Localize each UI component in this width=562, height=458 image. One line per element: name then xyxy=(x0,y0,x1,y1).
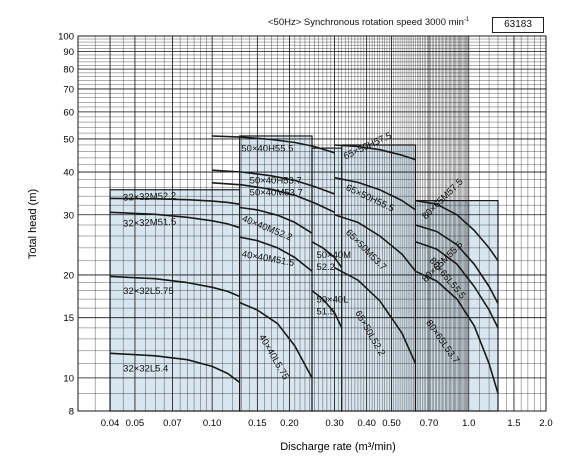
series-curve xyxy=(110,211,240,229)
x-tick-label: 0.20 xyxy=(280,418,299,429)
curve-label: 51.5 xyxy=(316,307,335,318)
curve-label: 52.2 xyxy=(316,262,335,273)
curve-label: 32×32L5.75 xyxy=(123,286,173,297)
series-curve xyxy=(239,301,313,379)
y-tick-label: 30 xyxy=(63,210,74,221)
curve-label: 50×40M53.7 xyxy=(250,187,303,198)
series-curve xyxy=(110,275,241,298)
series-curve xyxy=(415,199,499,262)
curve-label: 32×32M52.2 xyxy=(123,191,176,204)
series-curve xyxy=(212,169,335,195)
x-tick-label: 0.70 xyxy=(420,418,439,429)
x-tick-label: 0.10 xyxy=(203,418,222,429)
y-tick-label: 8 xyxy=(69,407,74,418)
curve-label: 50×40H55.5 xyxy=(241,143,293,154)
y-tick-labels: 8 10 15 20 30 40 50 60 70 80 90 100 xyxy=(58,32,74,418)
plot-border xyxy=(77,35,547,412)
x-tick-label: 0.07 xyxy=(163,418,182,429)
x-tick-label: 0.50 xyxy=(382,418,401,429)
series-curve xyxy=(415,270,499,394)
curve-label: 32×32L5.4 xyxy=(123,363,168,374)
series-curve xyxy=(311,289,343,329)
series-curve xyxy=(334,144,416,161)
curve-label: 32×32M51.5 xyxy=(123,217,176,230)
chart-subtitle: <50Hz> Synchronous rotation speed 3000 m… xyxy=(268,17,470,28)
curve-label: 50×40L xyxy=(316,295,348,306)
y-tick-label: 100 xyxy=(58,32,74,43)
y-tick-label: 90 xyxy=(63,47,74,58)
y-tick-label: 80 xyxy=(63,65,74,76)
y-tick-label: 10 xyxy=(63,373,74,384)
curve-label: 50×40M xyxy=(316,250,351,261)
x-tick-label: 1.0 xyxy=(462,418,475,429)
series-curve xyxy=(239,206,313,234)
series-curve xyxy=(239,236,313,272)
x-tick-labels: 0.04 0.05 0.07 0.10 0.15 0.20 0.30 0.40 0.50 0.70… xyxy=(101,418,553,429)
x-tick-label: 0.15 xyxy=(248,418,267,429)
chart-code-box: 63183 xyxy=(492,17,544,33)
x-tick-label: 1.5 xyxy=(507,418,520,429)
series-curve xyxy=(311,241,343,269)
series-curve xyxy=(415,241,499,329)
x-tick-label: 0.30 xyxy=(325,418,344,429)
y-tick-label: 50 xyxy=(63,134,74,145)
x-axis-label: Discharge rate (m³/min) xyxy=(280,441,396,453)
series-curve xyxy=(212,182,335,214)
performance-curves xyxy=(110,135,499,394)
y-tick-label: 40 xyxy=(63,168,74,179)
series-curve xyxy=(334,266,417,365)
x-tick-label: 0.04 xyxy=(101,418,120,429)
series-curve xyxy=(334,214,417,272)
series-curve xyxy=(212,135,335,154)
series-curve xyxy=(110,197,240,205)
operating-region-1 xyxy=(109,189,241,412)
x-tick-label: 0.40 xyxy=(357,418,376,429)
y-tick-label: 20 xyxy=(63,270,74,281)
y-axis-label: Total head (m) xyxy=(27,189,39,259)
x-tick-label: 0.05 xyxy=(126,418,145,429)
curve-label: 50×40H53.7 xyxy=(250,176,302,187)
x-tick-label: 2.0 xyxy=(539,418,552,429)
y-tick-label: 70 xyxy=(63,84,74,95)
series-curve xyxy=(415,224,499,304)
y-tick-label: 15 xyxy=(63,313,74,324)
series-curve xyxy=(110,352,241,384)
series-curve xyxy=(334,176,416,211)
grid-minor xyxy=(77,35,547,412)
y-tick-label: 60 xyxy=(63,107,74,118)
